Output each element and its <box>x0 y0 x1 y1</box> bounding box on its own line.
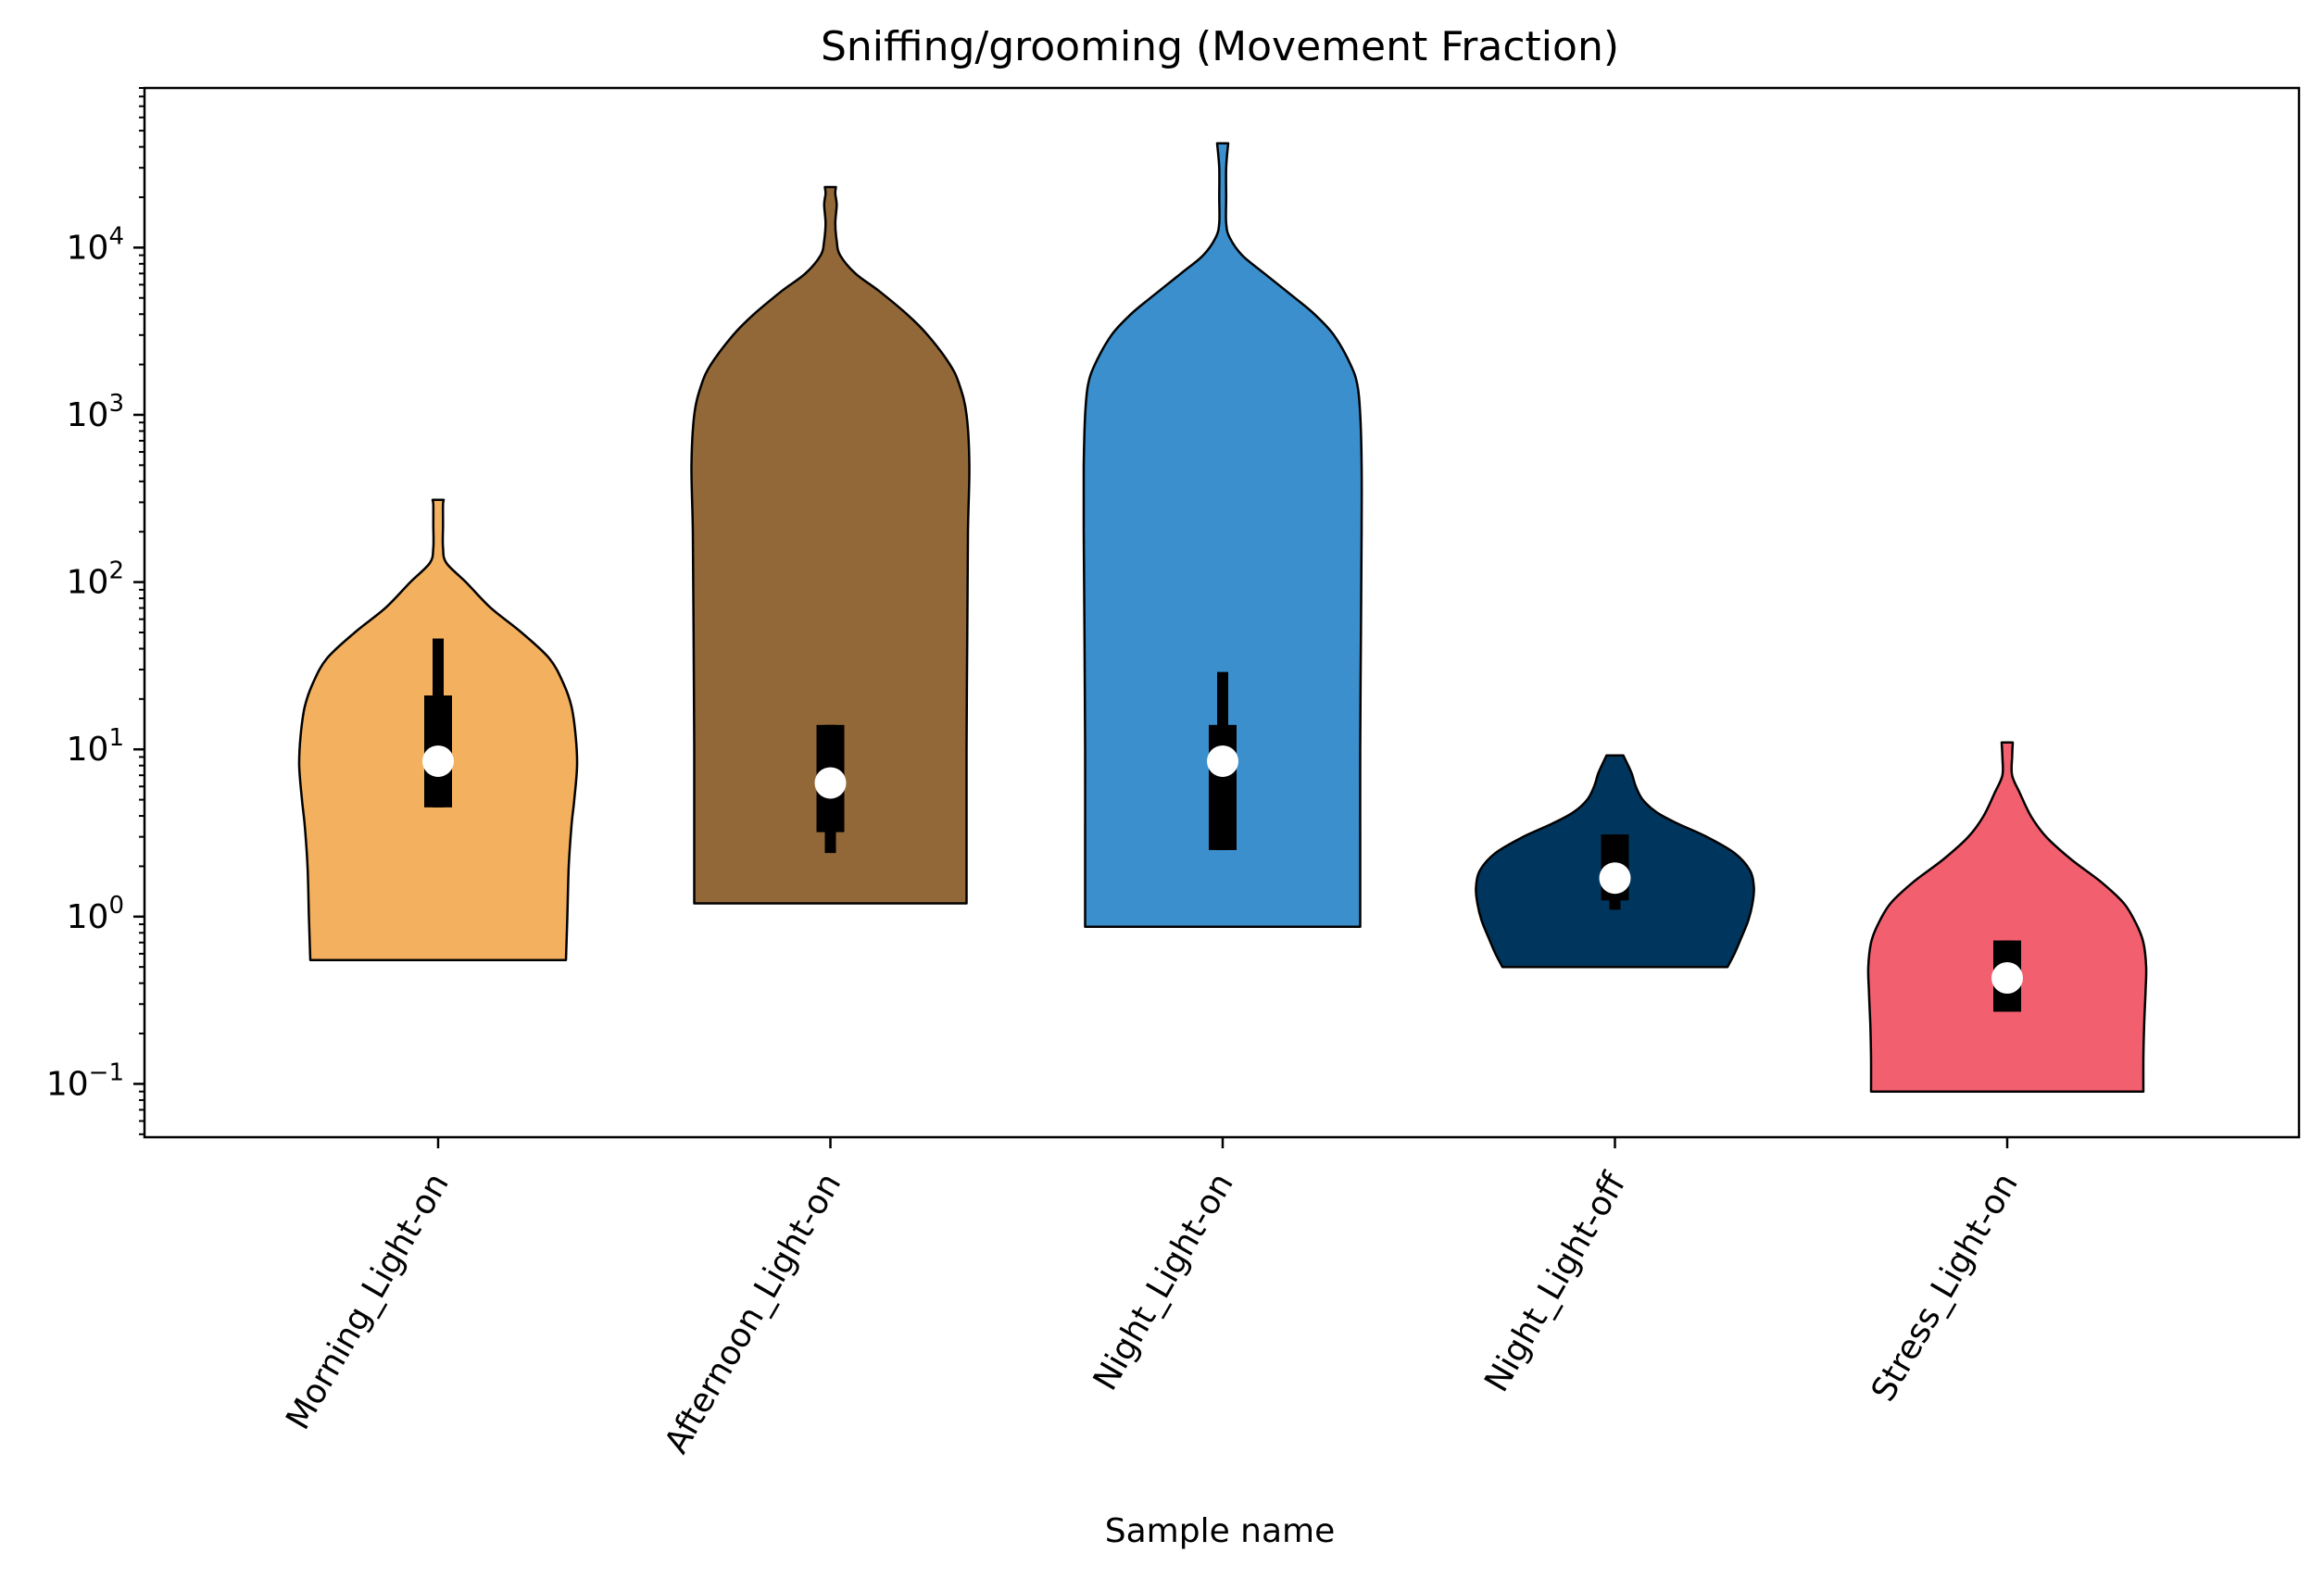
violin-iqr-box <box>1209 724 1237 850</box>
violin-median-marker <box>1991 962 2023 995</box>
y-tick-label: 100 <box>67 892 124 936</box>
y-tick-label: 103 <box>67 390 124 434</box>
violin-median-marker <box>422 745 454 777</box>
chart-title: Sniffing/grooming (Movement Fraction) <box>821 23 1619 70</box>
violin-median-marker <box>814 767 847 799</box>
x-axis-label: Sample name <box>1105 1512 1336 1550</box>
violin-Afternoon_Light-on <box>690 185 971 905</box>
y-tick-label: 10−1 <box>46 1058 124 1103</box>
violin-median-marker <box>1599 862 1631 895</box>
y-tick-label: 101 <box>67 724 124 769</box>
violins-group <box>297 142 2148 1093</box>
y-tick-label: 102 <box>67 557 124 602</box>
y-axis: 10−1 100 101 102 103 104 <box>46 87 144 1135</box>
y-tick-label: 104 <box>67 222 124 267</box>
violin-Stress_Light-on <box>1866 741 2148 1093</box>
violin-median-marker <box>1207 745 1238 777</box>
violin-Night_Light-on <box>1082 142 1363 928</box>
